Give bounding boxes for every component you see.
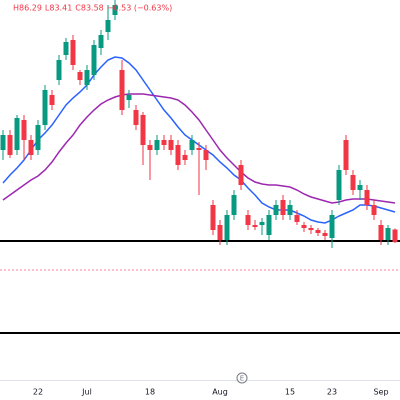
- candle-body: [154, 140, 160, 150]
- candle-body: [147, 145, 153, 150]
- candle-body: [56, 60, 62, 80]
- candle-body: [21, 120, 27, 140]
- candle-body: [245, 215, 251, 225]
- candle-body: [301, 225, 307, 228]
- candle-body: [357, 185, 363, 190]
- candle-body: [14, 118, 20, 150]
- candle-body: [196, 148, 202, 150]
- candle-body: [63, 42, 69, 55]
- candle-body: [378, 225, 384, 240]
- candle-body: [217, 225, 223, 240]
- candle-body: [112, 5, 118, 15]
- x-tick-label: Jul: [81, 388, 92, 397]
- candle-body: [385, 228, 391, 240]
- candle-body: [343, 140, 349, 170]
- x-tick-label: 15: [285, 388, 295, 397]
- candle-body: [70, 40, 76, 65]
- candle-body: [329, 215, 335, 238]
- candle-body: [350, 175, 356, 190]
- candle-body: [35, 125, 41, 150]
- candle-body: [84, 70, 90, 85]
- candle-body: [203, 150, 209, 160]
- candle-body: [189, 140, 195, 150]
- candle-body: [168, 140, 174, 150]
- ohlc-legend: C83.58: [75, 4, 104, 13]
- candle-body: [210, 205, 216, 230]
- candle-body: [280, 200, 286, 215]
- candle-body: [392, 229, 398, 243]
- candle-body: [252, 225, 258, 227]
- candle-body: [0, 135, 6, 150]
- candle-body: [322, 233, 328, 236]
- candle-body: [371, 205, 377, 215]
- candle-body: [175, 145, 181, 165]
- candle-body: [77, 72, 83, 80]
- candle-body: [42, 90, 48, 125]
- x-tick-label: 22: [33, 388, 43, 397]
- x-tick-label: 18: [145, 388, 155, 397]
- candle-body: [364, 190, 370, 205]
- earnings-marker: E: [236, 372, 248, 384]
- ohlc-legend: L83.41: [45, 4, 72, 13]
- candle-body: [140, 115, 146, 145]
- x-tick-label: Sep: [373, 388, 388, 397]
- candle-body: [182, 155, 188, 160]
- candle-body: [98, 35, 104, 48]
- candle-body: [119, 70, 125, 110]
- x-tick-label: Aug: [212, 388, 228, 397]
- ohlc-legend: H86.29: [13, 4, 42, 13]
- candle-body: [287, 205, 293, 215]
- candle-body: [126, 95, 132, 100]
- candle-body: [336, 170, 342, 200]
- candle-body: [259, 222, 265, 225]
- candle-body: [28, 140, 34, 155]
- candle-body: [133, 110, 139, 125]
- candle-body: [266, 215, 272, 235]
- svg-text:E: E: [240, 375, 244, 383]
- x-tick-label: 23: [327, 388, 337, 397]
- candle-body: [231, 195, 237, 215]
- moving-average-line: [2, 93, 396, 204]
- candle-body: [294, 215, 300, 222]
- candle-body: [238, 165, 244, 185]
- ohlc-legend: −0.53 (−0.63%): [107, 4, 172, 13]
- candle-body: [7, 135, 13, 155]
- candle-body: [308, 228, 314, 230]
- candle-body: [49, 95, 55, 105]
- candle-body: [161, 140, 167, 145]
- candle-body: [273, 205, 279, 215]
- candle-body: [315, 230, 321, 233]
- candle-body: [91, 45, 97, 75]
- candle-body: [105, 20, 111, 32]
- candle-body: [224, 215, 230, 240]
